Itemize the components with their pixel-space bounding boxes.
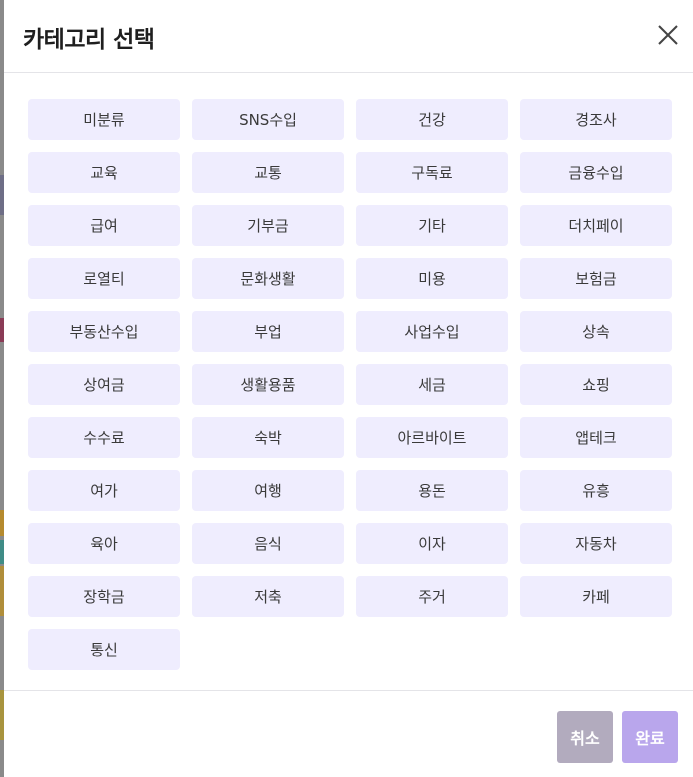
category-chip[interactable]: 문화생활	[192, 258, 344, 299]
modal-title: 카테고리 선택	[23, 27, 155, 53]
category-chip[interactable]: 주거	[356, 576, 508, 617]
category-chip[interactable]: 건강	[356, 99, 508, 140]
backdrop-strip	[0, 175, 4, 215]
category-chip[interactable]: SNS수입	[192, 99, 344, 140]
modal-header: 카테고리 선택	[4, 0, 693, 73]
modal-footer: 취소 완료	[4, 690, 693, 777]
category-chip[interactable]: 미용	[356, 258, 508, 299]
category-chip[interactable]: 교통	[192, 152, 344, 193]
category-chip[interactable]: 로열티	[28, 258, 180, 299]
category-chip[interactable]: 기타	[356, 205, 508, 246]
category-chip[interactable]: 사업수입	[356, 311, 508, 352]
category-chip[interactable]: 앱테크	[520, 417, 672, 458]
cancel-button[interactable]: 취소	[557, 711, 613, 763]
category-chip[interactable]: 미분류	[28, 99, 180, 140]
category-chip[interactable]: 경조사	[520, 99, 672, 140]
category-chip[interactable]: 금융수입	[520, 152, 672, 193]
backdrop-strip	[0, 566, 4, 616]
category-chip[interactable]: 생활용품	[192, 364, 344, 405]
category-chip[interactable]: 육아	[28, 523, 180, 564]
category-chip[interactable]: 기부금	[192, 205, 344, 246]
category-chip[interactable]: 아르바이트	[356, 417, 508, 458]
category-chip[interactable]: 세금	[356, 364, 508, 405]
category-chip[interactable]: 숙박	[192, 417, 344, 458]
category-chip[interactable]: 부동산수입	[28, 311, 180, 352]
category-chip[interactable]: 이자	[356, 523, 508, 564]
category-chip[interactable]: 급여	[28, 205, 180, 246]
category-chip[interactable]: 여행	[192, 470, 344, 511]
category-chip[interactable]: 용돈	[356, 470, 508, 511]
category-chip[interactable]: 음식	[192, 523, 344, 564]
category-chip[interactable]: 상속	[520, 311, 672, 352]
category-chip[interactable]: 통신	[28, 629, 180, 670]
category-chip[interactable]: 구독료	[356, 152, 508, 193]
category-chip[interactable]: 유흥	[520, 470, 672, 511]
backdrop-strip	[0, 690, 4, 740]
category-chip[interactable]: 상여금	[28, 364, 180, 405]
close-icon	[658, 25, 678, 45]
category-chip[interactable]: 부업	[192, 311, 344, 352]
backdrop-strip	[0, 540, 4, 564]
category-chip[interactable]: 쇼핑	[520, 364, 672, 405]
category-chip[interactable]: 장학금	[28, 576, 180, 617]
category-chip[interactable]: 여가	[28, 470, 180, 511]
category-chip[interactable]: 자동차	[520, 523, 672, 564]
close-button[interactable]	[655, 22, 681, 48]
category-chip[interactable]: 더치페이	[520, 205, 672, 246]
backdrop-strip	[0, 510, 4, 536]
category-chip[interactable]: 보험금	[520, 258, 672, 299]
done-button[interactable]: 완료	[622, 711, 678, 763]
category-chip[interactable]: 카페	[520, 576, 672, 617]
category-chip[interactable]: 교육	[28, 152, 180, 193]
category-chip[interactable]: 저축	[192, 576, 344, 617]
category-chip[interactable]: 수수료	[28, 417, 180, 458]
backdrop-strip	[0, 318, 4, 342]
